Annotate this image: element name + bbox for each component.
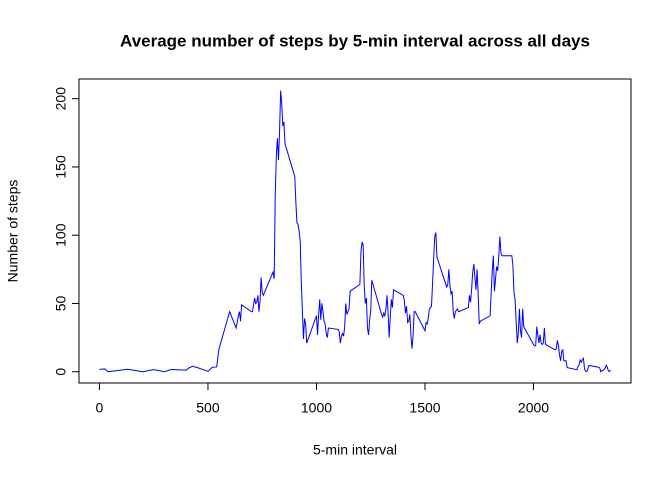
y-tick-label: 50 (53, 295, 69, 311)
y-tick-label: 200 (53, 87, 69, 111)
y-tick-label: 100 (53, 223, 69, 247)
x-tick-label: 1500 (409, 400, 440, 416)
plot-frame (78, 78, 632, 384)
x-tick-label: 500 (196, 400, 220, 416)
y-axis-label: Number of steps (5, 180, 21, 283)
x-tick-label: 2000 (518, 400, 549, 416)
y-tick-label: 0 (53, 368, 69, 376)
x-tick-label: 0 (96, 400, 104, 416)
chart-title: Average number of steps by 5-min interva… (120, 31, 590, 50)
data-line (99, 90, 611, 373)
x-tick-label: 1000 (301, 400, 332, 416)
x-axis-label: 5-min interval (313, 442, 397, 458)
y-tick-label: 150 (53, 155, 69, 179)
